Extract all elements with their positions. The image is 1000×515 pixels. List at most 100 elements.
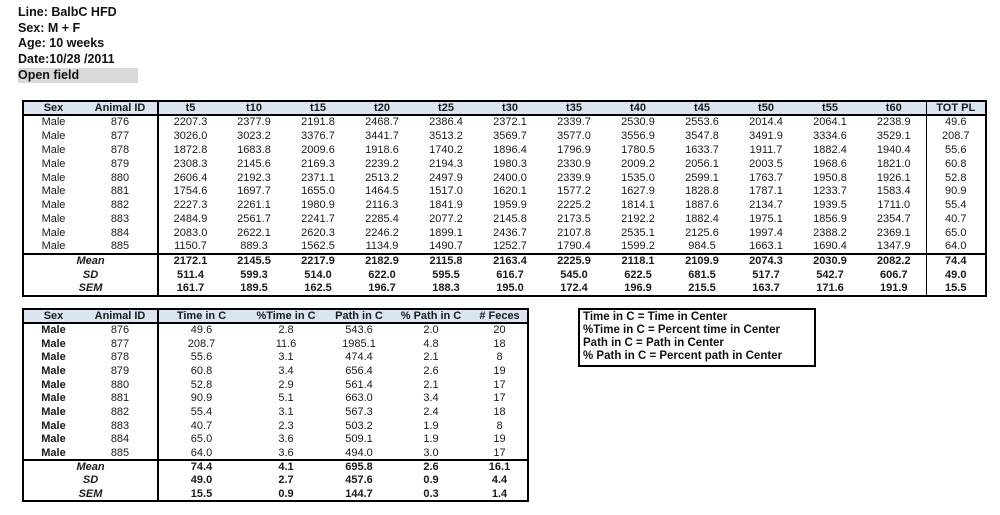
stats-row: SD 49.0 2.7 457.6 0.9 4.4 [23,473,528,488]
stats-cell: 189.5 [240,282,268,295]
table-cell: 2369.1 [876,227,911,240]
table-cell: 2107.8 [557,227,591,240]
path-table-body: Male 876 2207.3 2377.9 2191.8 2468.7 2386.4 237… [23,115,986,254]
table-cell: 3.6 [278,433,294,446]
stats-cell: 2109.9 [670,252,734,268]
table-cell: 2194.3 [429,157,463,170]
table-cell: 881 [110,185,130,198]
table-cell: 2.8 [278,324,294,337]
stats-row: Mean 2172.1 2145.5 2217.9 2182.9 2115.8 2163.4… [23,252,986,268]
table-cell: 1872.8 [157,142,222,157]
table-cell: 90.9 [157,391,244,406]
table-cell: 2400.0 [493,171,527,184]
stats-cell: 2145.5 [222,252,286,268]
legend-line: Path in C = Path in Center [583,337,724,350]
stats-cell: 15.5 [157,487,244,501]
table-cell: 1814.1 [621,199,655,212]
table-cell: 17 [493,378,506,391]
stats-cell: 74.4 [925,252,986,268]
stats-cell: 49.0 [925,267,986,282]
stats-cell: 2172.1 [157,252,222,268]
table-cell: 2227.3 [157,198,222,213]
table-cell: 2125.6 [685,227,719,240]
table-cell: 1950.8 [813,171,847,184]
table-cell: 1959.9 [493,199,527,212]
table-cell: 1985.1 [342,337,376,350]
table-cell: 1252.7 [493,240,527,253]
table-cell: 90.9 [925,184,986,199]
stats-cell: 49.0 [157,473,244,488]
table-row: Male 881 1754.6 1697.7 1655.0 1464.5 1517.0 162… [23,184,986,199]
table-cell: 884 [110,433,130,446]
table-cell: 1997.4 [749,227,783,240]
table-cell: 1787.1 [749,185,783,198]
column-header: TOT PL [925,101,986,116]
table-cell: 503.2 [345,419,373,432]
table-cell: 883 [110,213,130,226]
table-cell: 20 [493,324,506,337]
table-row: Male 878 1872.8 1683.8 2009.6 1918.6 1740.2 189… [23,142,986,157]
table-row: Male 881 90.9 5.1 663.0 3.4 17 [23,391,528,406]
table-cell: 882 [110,405,130,418]
table-cell: 3376.7 [301,129,335,142]
table-cell: 2553.6 [685,116,719,129]
stats-row: SEM 161.7 189.5 162.5 196.7 188.3 195.0 172.4 19… [23,281,986,296]
table-cell: 3.4 [423,392,439,405]
column-header: Animal ID [83,101,158,116]
table-cell: 2169.3 [301,157,335,170]
column-header: Time in C [157,309,244,324]
table-row: Male 879 60.8 3.4 656.4 2.6 19 [23,364,528,378]
legend-box: Time in C = Time in Center %Time in C = P… [578,308,816,368]
stats-cell: 2225.9 [542,252,606,268]
table-cell: 2513.2 [365,171,399,184]
table-cell: 2620.3 [301,227,335,240]
header-row: Sex Animal ID t5 t10 t15 t20 t25 t30 t35 t40 t45 t5… [23,101,986,116]
table-cell: 17 [493,446,506,459]
stats-cell: 622.0 [368,268,396,281]
stats-cell: 2030.9 [798,252,862,268]
stats-cell: 622.5 [624,268,652,281]
table-row: Male 880 52.8 2.9 561.4 2.1 17 [23,377,528,392]
stats-cell: 616.7 [496,268,524,281]
table-cell: 1828.8 [685,185,719,198]
path-table-stats: Mean 2172.1 2145.5 2217.9 2182.9 2115.8 2163.4… [23,252,986,296]
table-cell: 1562.5 [301,240,335,253]
table-cell: Male [41,157,66,170]
table-row: Male 883 40.7 2.3 503.2 1.9 8 [23,418,528,433]
table-cell: 60.8 [157,364,244,378]
table-cell: Male [41,227,66,240]
stats-cell: 681.5 [688,268,716,281]
table-cell: Male [41,337,66,350]
table-row: Male 885 1150.7 889.3 1562.5 1134.9 1490.7 1252… [23,240,986,254]
table-cell: 2.0 [423,324,439,337]
table-row: Male 877 208.7 11.6 1985.1 4.8 18 [23,336,528,351]
table-cell: 1763.7 [749,171,783,184]
stats-cell: 144.7 [345,487,373,500]
table-cell: Male [41,419,66,432]
table-cell: Male [41,405,66,418]
table-cell: 3547.8 [685,129,719,142]
table-cell: Male [41,433,66,446]
table-cell: 1887.6 [685,199,719,212]
stats-cell: 511.4 [157,267,222,282]
table-cell: Male [41,392,66,405]
table-cell: 878 [110,143,130,156]
table-cell: 3569.7 [493,129,527,142]
stats-cell: 545.0 [560,268,588,281]
table-cell: 11.6 [275,337,297,350]
table-row: Male 880 2606.4 2192.3 2371.1 2513.2 2497.9 240… [23,170,986,185]
center-table-header: Sex Animal ID Time in C %Time in C Path in C… [23,309,528,324]
table-cell: 561.4 [345,378,373,391]
table-cell: Male [41,171,66,184]
stats-cell: 2082.2 [862,252,926,268]
column-header: Sex [23,309,83,324]
table-cell: 3026.0 [157,128,222,143]
table-cell: 52.8 [157,377,244,392]
table-cell: 2261.1 [237,199,271,212]
table-cell: 2388.2 [813,227,847,240]
table-cell: 64.0 [925,240,986,254]
table-cell: 18 [493,405,506,418]
table-cell: Male [41,378,66,391]
table-cell: 1683.8 [237,143,271,156]
column-header: t20 [350,101,414,116]
